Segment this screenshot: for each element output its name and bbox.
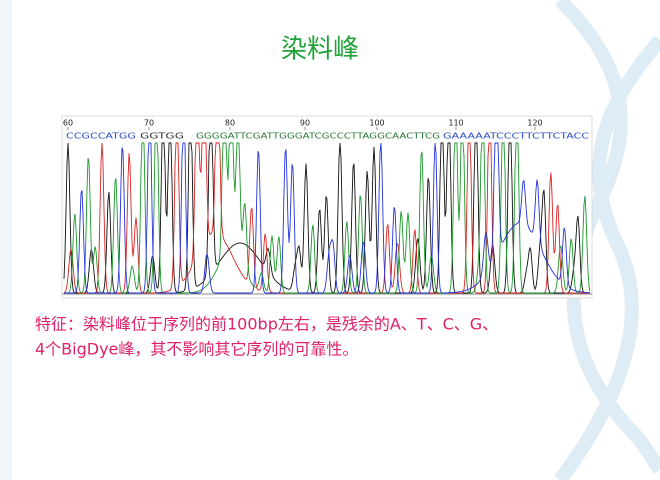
ruler-label: 80 [225,119,235,128]
ruler-label: 60 [63,119,73,128]
left-band [0,0,12,480]
trace [64,142,591,294]
trace [64,142,591,294]
slide-title: 染料峰 [281,35,359,65]
ruler-label: 110 [448,119,463,128]
base-call-segment: GGTGG [140,132,184,141]
chromatogram: 60 70 80 90 100 110 120 CCGCCATGG GGTGG GGGGATTCG… [61,115,593,299]
base-call-segment: CCGCCATGG [66,132,136,141]
dna-helix-decoration [554,0,660,480]
ruler-label: 120 [527,119,542,128]
description-line: 特征：染料峰位于序列的前100bp左右，是残余的A、T、C、G、 [35,315,498,334]
base-call-segment: GAAAAATCCCTTCTTCTACC [443,132,590,141]
ruler-label: 70 [144,119,154,128]
ruler-label: 100 [369,119,384,128]
description-line: 4个BigDye峰，其不影响其它序列的可靠性。 [35,340,358,359]
base-call-segment: GGGGATTCGATTGGGATCGCCCTTAGGCAACTTCG [196,132,440,141]
ruler-label: 90 [300,119,310,128]
helix-strand [554,35,660,480]
